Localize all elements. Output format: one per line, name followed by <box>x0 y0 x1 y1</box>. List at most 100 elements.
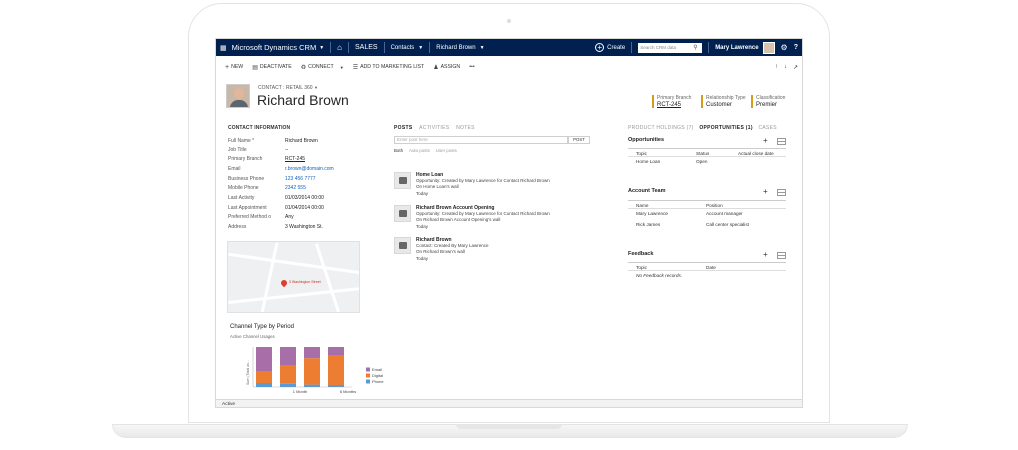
filter-auto-posts[interactable]: Auto posts <box>409 148 430 153</box>
opportunities-table: Topic Status Actual close date Home Loan… <box>628 148 786 168</box>
column-header[interactable]: Position <box>706 203 723 208</box>
assign-button[interactable]: ♟ ASSIGN <box>433 64 460 71</box>
more-commands-button[interactable]: ••• <box>469 64 475 70</box>
post-input[interactable]: Enter post here <box>394 136 568 144</box>
tab-notes[interactable]: NOTES <box>456 125 475 131</box>
post-title[interactable]: Richard Brown <box>416 237 452 243</box>
post-date: Today <box>416 223 429 229</box>
nav-record[interactable]: Richard Brown <box>436 44 476 51</box>
header-field-value[interactable]: Premier <box>756 102 778 108</box>
create-icon[interactable]: + <box>595 43 605 52</box>
field-value[interactable]: Any <box>285 214 294 220</box>
column-header[interactable]: Topic <box>636 151 647 156</box>
table-cell[interactable]: Mary Lawrence <box>636 211 669 216</box>
field-value[interactable]: Richard Brown <box>285 138 318 144</box>
filter-both[interactable]: Both <box>394 148 404 153</box>
user-name[interactable]: Mary Lawrence <box>715 44 759 51</box>
header-field-value[interactable]: RCT-245 <box>657 102 682 108</box>
table-cell[interactable]: Rick James <box>636 222 661 227</box>
legend-label[interactable]: Digital <box>372 373 383 378</box>
table-cell[interactable]: Home Loan <box>636 159 661 164</box>
field-value[interactable]: -- <box>285 147 289 153</box>
tab-activities[interactable]: ACTIVITIES <box>419 125 450 131</box>
chart-bar-digital[interactable] <box>256 371 272 383</box>
search-input[interactable]: Search CRM data <box>638 42 703 53</box>
search-icon[interactable]: ⚲ <box>693 42 703 53</box>
post-title[interactable]: Richard Brown Account Opening <box>416 205 495 211</box>
home-icon[interactable]: ⌂ <box>337 43 343 52</box>
add-feedback-icon[interactable]: + <box>763 250 768 259</box>
column-header[interactable]: Name <box>636 203 649 208</box>
field-value[interactable]: RCT-245 <box>285 156 306 162</box>
settings-gear-icon[interactable]: ⚙ <box>780 43 788 52</box>
new-label: NEW <box>231 64 244 70</box>
chart-bar-digital[interactable] <box>280 365 296 384</box>
grid-view-icon[interactable] <box>777 252 786 259</box>
create-button[interactable]: Create <box>607 44 626 51</box>
grid-view-icon[interactable] <box>777 189 786 196</box>
chart-bar-phone[interactable] <box>256 383 272 387</box>
contact-photo[interactable] <box>226 84 250 108</box>
header-field-classification: Classification Premier <box>751 95 785 108</box>
table-row[interactable]: Rick James Call center specialist <box>628 220 786 231</box>
tab-cases[interactable]: CASES <box>758 125 777 131</box>
chevron-down-icon[interactable]: ▼ <box>319 44 325 51</box>
tab-posts[interactable]: POSTS <box>394 125 413 131</box>
chart-bar-email[interactable] <box>328 347 344 355</box>
chevron-down-icon[interactable]: ▼ <box>339 64 344 70</box>
chevron-down-icon[interactable]: ▼ <box>313 85 318 90</box>
chart-bar-digital[interactable] <box>328 355 344 385</box>
column-header[interactable]: Date <box>706 265 716 270</box>
post-date: Today <box>416 190 429 196</box>
field-value[interactable]: 123 456 7777 <box>285 176 316 182</box>
chart-bar-email[interactable] <box>304 347 320 359</box>
grid-view-icon[interactable] <box>777 138 786 145</box>
chart-bar-phone[interactable] <box>328 385 344 387</box>
address-map[interactable]: 3 Washington Street <box>227 241 360 313</box>
chart-bar-phone[interactable] <box>304 384 320 387</box>
new-button[interactable]: + NEW <box>225 64 243 71</box>
map-pin-icon[interactable] <box>279 278 289 288</box>
legend-label[interactable]: Phone <box>372 379 384 384</box>
expand-icon[interactable]: ↗ <box>792 64 798 71</box>
post-title[interactable]: Home Loan <box>416 172 444 178</box>
field-label: Job Title <box>228 147 247 153</box>
chart-bar-phone[interactable] <box>280 383 296 387</box>
field-value[interactable]: 01/03/2014 00:00 <box>285 195 324 201</box>
chart-bar-email[interactable] <box>280 347 296 365</box>
post-button[interactable]: POST <box>568 136 590 144</box>
post-wall: On Richard Brown Account Opening's wall <box>416 217 501 223</box>
field-value[interactable]: 2342 555 <box>285 185 306 191</box>
add-team-member-icon[interactable]: + <box>763 187 768 196</box>
table-row[interactable]: Home Loan Open <box>628 157 786 168</box>
arrow-down-icon[interactable]: ↓ <box>783 64 787 70</box>
arrow-up-icon[interactable]: ↑ <box>774 64 778 70</box>
deactivate-button[interactable]: ▤ DEACTIVATE <box>252 64 291 71</box>
chart-bar-digital[interactable] <box>304 358 320 385</box>
nav-contacts[interactable]: Contacts <box>390 44 415 51</box>
connect-button[interactable]: ♻ CONNECT ▼ <box>301 64 344 71</box>
column-header[interactable]: Topic <box>636 265 647 270</box>
field-value[interactable]: 3 Washington St. <box>285 224 323 230</box>
app-title[interactable]: Microsoft Dynamics CRM <box>231 43 317 52</box>
header-field-primary-branch: Primary Branch RCT-245 <box>652 95 691 108</box>
add-opportunity-icon[interactable]: + <box>763 136 768 145</box>
tab-product-holdings[interactable]: PRODUCT HOLDINGS (7) <box>628 125 694 131</box>
legend-label[interactable]: Email <box>372 367 382 372</box>
table-row[interactable]: Mary Lawrence Account manager <box>628 209 786 220</box>
chevron-down-icon[interactable]: ▼ <box>479 44 485 51</box>
user-avatar[interactable] <box>762 41 775 54</box>
filter-user-posts[interactable]: User posts <box>435 148 457 153</box>
area-sales[interactable]: SALES <box>355 44 378 51</box>
help-icon[interactable]: ? <box>793 44 798 51</box>
field-value[interactable]: 01/04/2014 00:00 <box>285 205 324 211</box>
column-header[interactable]: Status <box>696 151 710 156</box>
field-value[interactable]: r.brown@domain.com <box>285 166 334 172</box>
tab-opportunities[interactable]: OPPORTUNITIES (1) <box>699 125 753 131</box>
chevron-down-icon[interactable]: ▼ <box>418 44 424 51</box>
header-field-value[interactable]: Customer <box>706 102 733 108</box>
column-header[interactable]: Actual close date <box>738 151 774 156</box>
add-to-marketing-list-button[interactable]: ☰ ADD TO MARKETING LIST <box>353 64 424 71</box>
chart-bar-email[interactable] <box>256 347 272 371</box>
record-form-selector[interactable]: CONTACT : RETAIL 360 ▼ <box>258 85 318 91</box>
